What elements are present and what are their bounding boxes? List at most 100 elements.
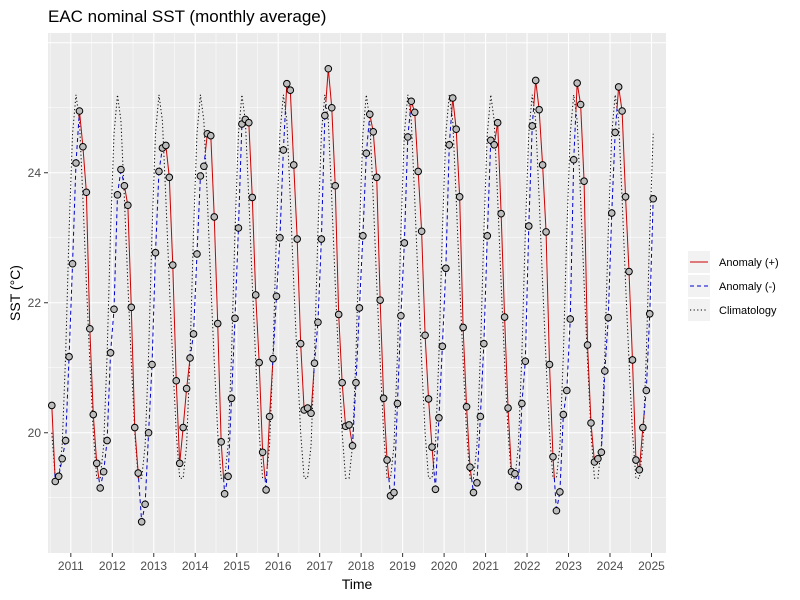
observation-point <box>265 412 274 421</box>
observation-point <box>438 342 447 351</box>
anomaly-negative-segment <box>483 235 488 344</box>
observation-point <box>421 331 429 340</box>
observation-point <box>569 155 578 164</box>
observation-point <box>272 292 281 301</box>
observation-point <box>345 421 353 429</box>
observation-point <box>141 500 149 509</box>
observation-point <box>89 410 98 419</box>
observation-point <box>404 133 412 141</box>
observation-point <box>531 76 540 85</box>
anomaly-negative-segment <box>196 175 201 255</box>
observation-point <box>528 122 537 130</box>
anomaly-positive-segment <box>269 365 274 417</box>
observation-point <box>75 107 84 115</box>
observation-point <box>103 436 111 445</box>
observation-point <box>480 339 488 348</box>
observation-point <box>639 423 647 432</box>
anomaly-positive-segment <box>251 197 257 295</box>
legend: Anomaly (+) Anomaly (-) Climatology <box>688 251 779 321</box>
anomaly-negative-segment <box>441 268 447 347</box>
observation-point <box>72 159 80 167</box>
anomaly-positive-segment <box>545 231 551 365</box>
observation-point <box>130 423 139 432</box>
observation-point <box>611 128 619 137</box>
observation-point <box>200 162 208 171</box>
observation-point <box>390 488 398 497</box>
anomaly-positive-segment <box>217 323 222 442</box>
x-tick-label: 2022 <box>514 559 541 573</box>
anomaly-negative-segment <box>148 364 153 433</box>
observation-point <box>490 141 499 149</box>
observation-point <box>175 459 184 468</box>
anomaly-positive-segment <box>331 107 336 186</box>
observation-point <box>618 107 626 115</box>
anomaly-positive-segment <box>549 364 554 457</box>
anomaly-negative-segment <box>113 194 118 310</box>
anomaly-positive-segment <box>220 441 225 479</box>
observation-point <box>151 248 160 257</box>
anomaly-negative-segment <box>279 149 284 238</box>
anomaly-negative-segment <box>110 309 115 353</box>
anomaly-positive-segment <box>428 398 433 448</box>
observation-point <box>54 472 63 481</box>
observation-point <box>172 376 181 385</box>
anomaly-positive-segment <box>625 196 630 272</box>
anomaly-positive-segment <box>466 406 471 468</box>
anomaly-negative-segment <box>272 296 277 359</box>
anomaly-positive-segment <box>341 382 347 427</box>
observation-point <box>296 339 305 348</box>
observation-point <box>324 64 333 73</box>
anomaly-positive-segment <box>334 185 340 315</box>
legend-label: Anomaly (-) <box>719 281 776 293</box>
anomaly-positive-segment <box>89 328 94 415</box>
observation-point <box>307 409 315 418</box>
anomaly-negative-segment <box>151 252 156 365</box>
anomaly-negative-segment <box>479 343 485 417</box>
observation-point <box>500 313 509 321</box>
anomaly-positive-segment <box>628 271 633 360</box>
observation-point <box>289 161 298 169</box>
observation-point <box>601 367 609 375</box>
anomaly-positive-segment <box>92 414 98 464</box>
anomaly-negative-segment <box>438 346 443 418</box>
observation-point <box>573 79 581 87</box>
observation-point <box>580 177 588 185</box>
anomaly-negative-segment <box>566 318 571 391</box>
anomaly-negative-segment <box>158 147 163 172</box>
observation-point <box>317 235 326 243</box>
observation-point <box>134 469 143 477</box>
observation-points <box>48 64 658 526</box>
anomaly-positive-segment <box>542 164 547 232</box>
anomaly-positive-segment <box>338 314 343 383</box>
observation-point <box>220 490 229 498</box>
observation-point <box>262 486 270 494</box>
observation-point <box>504 404 512 412</box>
x-tick-label: 2015 <box>223 559 250 573</box>
observation-point <box>621 193 630 201</box>
anomaly-positive-segment <box>82 146 87 193</box>
anomaly-positive-segment <box>248 122 253 198</box>
observation-point <box>362 149 371 158</box>
anomaly-negative-segment <box>403 136 409 243</box>
anomaly-negative-segment <box>396 315 402 404</box>
anomaly-negative-segment <box>393 403 398 493</box>
anomaly-positive-segment <box>583 181 589 346</box>
observation-point <box>276 233 284 242</box>
observation-point <box>234 224 243 232</box>
anomaly-positive-segment <box>455 129 461 197</box>
observation-point <box>524 222 533 230</box>
plot-panel <box>48 33 666 553</box>
observation-point <box>65 352 73 361</box>
anomaly-negative-segment <box>607 213 613 318</box>
anomaly-positive-segment <box>459 196 464 328</box>
anomaly-positive-segment <box>631 359 637 461</box>
observation-point <box>286 86 295 94</box>
anomaly-positive-segment <box>372 131 378 178</box>
anomaly-positive-segment <box>210 135 215 217</box>
observation-point <box>445 141 454 149</box>
anomaly-positive-segment <box>538 109 544 165</box>
observation-point <box>113 191 122 199</box>
observation-point <box>321 111 329 120</box>
observation-point <box>106 349 115 357</box>
